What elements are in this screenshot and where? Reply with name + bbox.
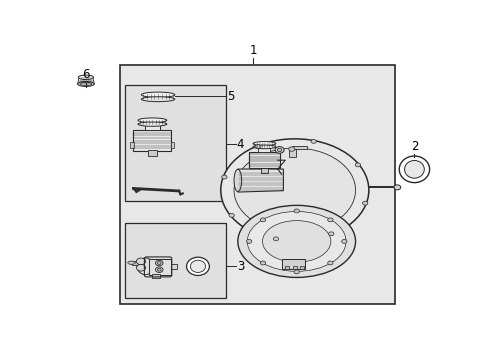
Polygon shape [238,169,283,192]
Ellipse shape [220,139,369,242]
Bar [293,266,297,269]
Bar [142,95,175,99]
Circle shape [277,148,282,152]
Circle shape [329,232,334,236]
Bar [125,85,226,201]
Circle shape [155,260,163,266]
Bar [282,258,305,269]
Ellipse shape [142,92,175,98]
Ellipse shape [405,161,424,178]
Circle shape [355,163,361,167]
Bar [253,144,276,147]
Circle shape [229,213,234,217]
Bar [261,168,268,173]
Bar [171,264,177,269]
Text: 2: 2 [411,140,418,153]
Ellipse shape [138,122,167,126]
Circle shape [221,175,227,179]
Ellipse shape [234,169,242,192]
Circle shape [260,261,266,265]
Text: 6: 6 [82,68,90,81]
Bar [152,274,160,278]
Ellipse shape [234,148,356,232]
Ellipse shape [253,145,276,149]
Bar [285,266,289,269]
Ellipse shape [263,221,331,262]
Bar [131,261,138,265]
Bar [148,258,171,275]
Bar [145,124,160,130]
Circle shape [273,237,279,241]
Ellipse shape [399,156,430,183]
Circle shape [136,258,146,265]
Bar [120,66,395,304]
Circle shape [394,185,401,190]
Bar [130,142,134,148]
Ellipse shape [137,258,154,275]
Bar [300,266,304,269]
Ellipse shape [190,260,206,273]
Circle shape [260,218,266,222]
Bar [138,120,167,124]
Text: 5: 5 [227,90,235,103]
Ellipse shape [138,118,167,123]
Circle shape [246,239,252,243]
Circle shape [275,147,284,153]
Circle shape [328,261,333,265]
Ellipse shape [238,205,356,278]
Bar [289,149,296,157]
Ellipse shape [128,261,135,264]
Bar [292,146,307,149]
Ellipse shape [77,81,94,86]
Text: 1: 1 [249,44,257,57]
Bar [148,150,157,156]
Circle shape [294,209,299,213]
Ellipse shape [253,141,276,145]
Bar [133,130,171,151]
Circle shape [157,262,161,264]
Circle shape [294,270,299,274]
Circle shape [136,264,146,271]
Circle shape [289,147,295,151]
Circle shape [157,268,161,271]
Ellipse shape [78,75,94,80]
Bar [171,142,174,148]
Text: 3: 3 [237,260,244,273]
Ellipse shape [80,82,92,86]
Ellipse shape [247,211,346,271]
Circle shape [256,144,261,148]
Bar [249,152,280,168]
Circle shape [155,267,163,273]
Ellipse shape [187,257,209,275]
Circle shape [342,239,347,243]
Circle shape [363,201,368,205]
Text: 4: 4 [237,138,244,151]
Circle shape [311,139,317,143]
Bar [125,223,226,298]
Circle shape [328,218,333,222]
Ellipse shape [142,97,175,102]
Bar [258,147,270,152]
